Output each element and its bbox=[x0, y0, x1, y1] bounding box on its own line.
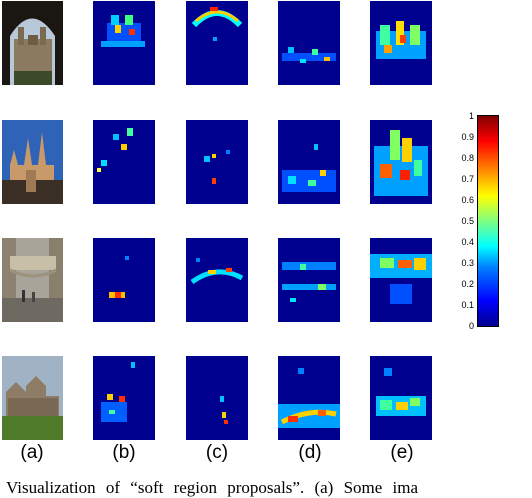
heatmap-row-1-b bbox=[93, 1, 155, 85]
heatmap-row-1-d bbox=[278, 1, 340, 85]
heatmap-row-3-e bbox=[370, 238, 432, 322]
colorbar-tick: 0.8 bbox=[461, 153, 474, 163]
colorbar-tick: 0.4 bbox=[461, 237, 474, 247]
photo-row-4 bbox=[2, 356, 63, 440]
heatmap-row-3-b bbox=[93, 238, 155, 322]
colorbar-tick: 0.5 bbox=[461, 216, 474, 226]
column-label-b: (b) bbox=[112, 442, 136, 463]
photo-row-1 bbox=[2, 1, 63, 85]
heatmap-row-3-d bbox=[278, 238, 340, 322]
colorbar-tick: 0.3 bbox=[461, 258, 474, 268]
heatmap-row-4-d bbox=[278, 356, 340, 440]
colorbar-tick: 0.2 bbox=[461, 279, 474, 289]
photo-row-2 bbox=[2, 120, 63, 204]
heatmap-row-2-b bbox=[93, 120, 155, 204]
heatmap-row-2-d bbox=[278, 120, 340, 204]
photo-row-3 bbox=[2, 238, 63, 322]
heatmap-row-4-c bbox=[186, 356, 248, 440]
colorbar-tick: 0.7 bbox=[461, 174, 474, 184]
colorbar-tick: 0.1 bbox=[461, 300, 474, 310]
column-label-c: (c) bbox=[205, 442, 229, 463]
heatmap-row-4-b bbox=[93, 356, 155, 440]
colorbar-tick: 0.9 bbox=[461, 132, 474, 142]
column-label-d: (d) bbox=[298, 442, 322, 463]
colorbar-tick: 0.6 bbox=[461, 195, 474, 205]
column-label-e: (e) bbox=[390, 442, 414, 463]
colorbar-tick: 1 bbox=[468, 111, 474, 121]
heatmap-row-1-c bbox=[186, 1, 248, 85]
column-label-a: (a) bbox=[20, 442, 44, 463]
figure-caption: Visualization of “soft region proposals”… bbox=[6, 478, 419, 497]
heatmap-row-1-e bbox=[370, 1, 432, 85]
heatmap-row-2-e bbox=[370, 120, 432, 204]
colorbar-tick: 0 bbox=[468, 321, 474, 331]
heatmap-row-3-c bbox=[186, 238, 248, 322]
colorbar bbox=[477, 115, 499, 327]
heatmap-row-4-e bbox=[370, 356, 432, 440]
heatmap-row-2-c bbox=[186, 120, 248, 204]
